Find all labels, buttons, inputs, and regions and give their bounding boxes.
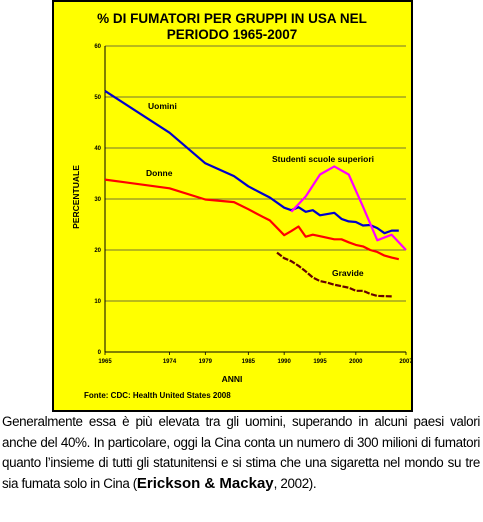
citation-authors: Erickson & Mackay <box>136 474 274 492</box>
x-tick-label: 1995 <box>313 359 327 365</box>
x-tick-label: 1979 <box>199 359 213 365</box>
y-tick-label: 40 <box>94 146 101 152</box>
x-tick-label: 2007 <box>399 359 411 365</box>
y-tick-label: 0 <box>98 350 102 356</box>
x-tick-label: 1974 <box>163 359 177 365</box>
x-tick-label: 2000 <box>349 359 363 365</box>
y-tick-label: 60 <box>94 44 101 50</box>
chart-source: Fonte: CDC: Health United States 2008 <box>84 391 231 400</box>
series-label: Donne <box>146 168 173 178</box>
y-tick-label: 10 <box>94 299 101 305</box>
x-axis-title: ANNI <box>222 374 243 384</box>
series-line-gravide <box>276 251 392 298</box>
y-axis-title: PERCENTUALE <box>71 165 81 229</box>
y-tick-label: 20 <box>94 248 101 254</box>
plot-area: 0 10 20 30 40 50 60 1965 1974 1979 1985 1990 1995 200… <box>94 44 411 365</box>
chart-title-line-1: % DI FUMATORI PER GRUPPI IN USA NEL <box>97 11 367 26</box>
y-tick-label: 50 <box>94 95 101 101</box>
series-line-studenti-scuole-superiori <box>290 165 407 251</box>
series-label: Studenti scuole superiori <box>272 154 374 164</box>
series-line-donne <box>104 178 400 261</box>
series-label: Gravide <box>332 268 364 278</box>
x-tick-label: 1965 <box>98 359 112 365</box>
x-tick-label: 1990 <box>277 359 291 365</box>
caption-text: Generalmente essa è più elevata tra gli … <box>2 414 480 491</box>
chart-title-line-2: PERIODO 1965-2007 <box>167 27 298 42</box>
series-line-uomini <box>104 89 399 235</box>
y-tick-label: 30 <box>94 197 101 203</box>
caption-paragraph: Generalmente essa è più elevata tra gli … <box>2 412 480 494</box>
citation-year: , 2002). <box>273 475 317 491</box>
x-tick-label: 1985 <box>242 359 256 365</box>
chart-figure: % DI FUMATORI PER GRUPPI IN USA NEL PERI… <box>52 0 413 412</box>
series-label: Uomini <box>148 101 177 111</box>
chart-svg: % DI FUMATORI PER GRUPPI IN USA NEL PERI… <box>71 11 411 400</box>
